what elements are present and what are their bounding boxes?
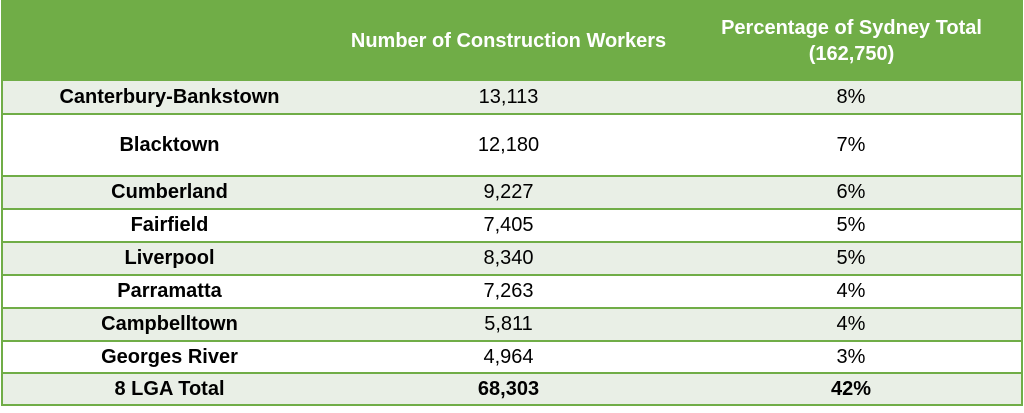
lga-name: Campbelltown <box>1 307 336 342</box>
lga-name: Canterbury-Bankstown <box>1 79 336 115</box>
header-row: Number of Construction Workers Percentag… <box>1 0 1023 81</box>
table-row: Liverpool 8,340 5% <box>1 241 1023 276</box>
sydney-percentage: 4% <box>681 274 1023 309</box>
sydney-percentage: 5% <box>681 208 1023 243</box>
worker-count: 7,263 <box>336 274 681 309</box>
worker-count: 5,811 <box>336 307 681 342</box>
worker-count: 8,340 <box>336 241 681 276</box>
worker-count: 13,113 <box>336 79 681 115</box>
sydney-percentage: 4% <box>681 307 1023 342</box>
worker-count: 12,180 <box>336 113 681 177</box>
table-row: Cumberland 9,227 6% <box>1 175 1023 210</box>
table-row: Fairfield 7,405 5% <box>1 208 1023 243</box>
sydney-percentage: 5% <box>681 241 1023 276</box>
table-row: Canterbury-Bankstown 13,113 8% <box>1 79 1023 115</box>
table-row: Campbelltown 5,811 4% <box>1 307 1023 342</box>
lga-name: Cumberland <box>1 175 336 210</box>
header-percentage: Percentage of Sydney Total (162,750) <box>680 0 1023 81</box>
header-lga <box>1 0 337 81</box>
lga-name: Blacktown <box>1 113 336 177</box>
total-worker-count: 68,303 <box>336 372 681 406</box>
table-row: Blacktown 12,180 7% <box>1 113 1023 177</box>
worker-count: 9,227 <box>336 175 681 210</box>
table-row: Parramatta 7,263 4% <box>1 274 1023 309</box>
table-row: Georges River 4,964 3% <box>1 340 1023 374</box>
sydney-percentage: 6% <box>681 175 1023 210</box>
total-percentage: 42% <box>681 372 1023 406</box>
sydney-percentage: 8% <box>681 79 1023 115</box>
worker-count: 4,964 <box>336 340 681 374</box>
worker-count: 7,405 <box>336 208 681 243</box>
sydney-percentage: 3% <box>681 340 1023 374</box>
header-workers: Number of Construction Workers <box>335 0 682 81</box>
lga-name: Liverpool <box>1 241 336 276</box>
lga-name: Georges River <box>1 340 336 374</box>
total-row: 8 LGA Total 68,303 42% <box>1 372 1023 406</box>
lga-name: Parramatta <box>1 274 336 309</box>
sydney-percentage: 7% <box>681 113 1023 177</box>
total-label: 8 LGA Total <box>1 372 336 406</box>
lga-name: Fairfield <box>1 208 336 243</box>
